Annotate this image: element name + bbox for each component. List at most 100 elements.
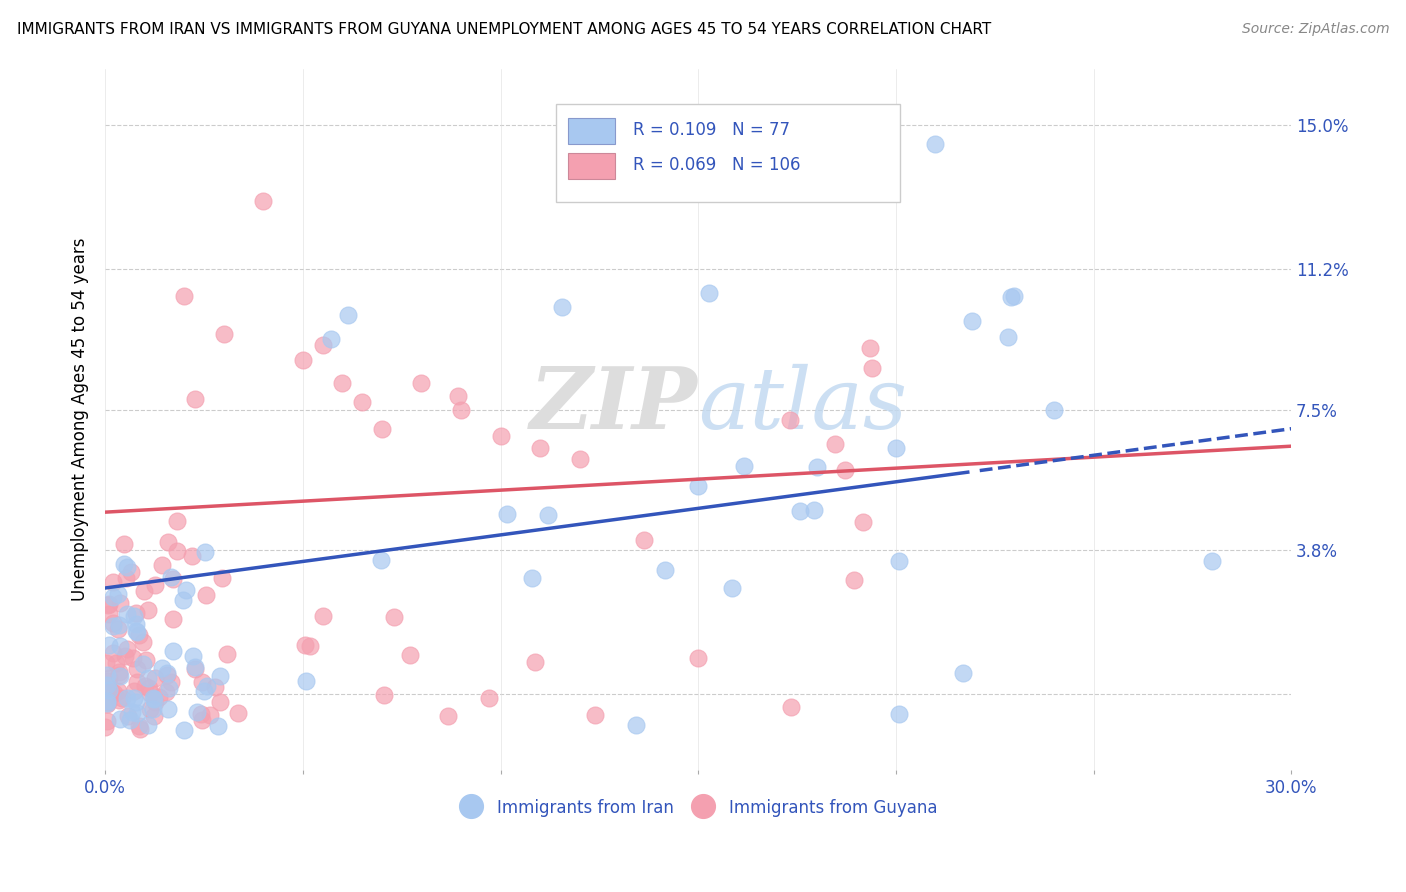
Point (107, 692, 129, 706)
Point (98, 597, 121, 611)
Point (122, 690, 145, 705)
Point (134, 679, 156, 693)
Point (124, 624, 146, 639)
Point (128, 719, 150, 733)
Point (97, 695, 120, 709)
Point (252, 194, 274, 209)
Point (108, 667, 131, 681)
Point (127, 625, 149, 640)
Point (200, 707, 222, 722)
Point (779, 413, 801, 427)
Point (160, 570, 183, 584)
Point (97, 598, 120, 612)
Point (108, 665, 131, 679)
Point (654, 563, 676, 577)
Point (186, 705, 208, 719)
Point (176, 582, 198, 597)
Point (295, 674, 318, 689)
Point (143, 692, 166, 706)
Point (299, 639, 322, 653)
Point (97, 639, 120, 653)
Point (142, 702, 165, 716)
Point (311, 338, 333, 352)
Point (122, 608, 145, 623)
Point (157, 702, 180, 716)
Point (1201, 554, 1223, 568)
Point (139, 686, 162, 700)
Point (217, 647, 239, 661)
Point (183, 648, 205, 663)
Point (166, 544, 188, 558)
Point (159, 674, 181, 689)
Point (112, 558, 135, 572)
Point (125, 662, 148, 676)
Point (132, 634, 155, 648)
Point (96, 694, 118, 708)
Point (721, 581, 744, 595)
Point (688, 478, 710, 492)
Point (207, 719, 229, 733)
Point (114, 649, 136, 664)
Point (101, 590, 124, 604)
Point (337, 308, 360, 322)
Point (551, 301, 574, 315)
Point (568, 452, 591, 467)
Point (125, 706, 148, 720)
Point (94, 721, 117, 735)
Point (803, 503, 825, 517)
Point (184, 662, 207, 676)
Point (371, 422, 394, 436)
Point (143, 709, 166, 723)
Point (962, 314, 984, 328)
Point (697, 286, 720, 301)
Point (157, 681, 180, 695)
Point (103, 686, 125, 700)
Point (107, 586, 129, 600)
Point (155, 685, 177, 699)
Point (103, 646, 125, 660)
Point (190, 674, 212, 689)
Point (842, 573, 865, 587)
Point (118, 713, 141, 727)
Point (688, 651, 710, 665)
Point (382, 609, 405, 624)
Point (101, 575, 124, 590)
Point (150, 558, 173, 573)
Point (952, 666, 974, 681)
Point (190, 714, 212, 728)
Point (1043, 402, 1066, 417)
Point (108, 639, 131, 653)
Point (208, 695, 231, 709)
Point (125, 606, 148, 620)
Point (173, 289, 195, 303)
Point (125, 675, 148, 690)
Point (97, 671, 120, 685)
Point (136, 671, 159, 685)
Point (155, 665, 177, 680)
Point (633, 533, 655, 547)
Point (537, 508, 560, 523)
Point (180, 549, 202, 563)
Point (291, 353, 314, 368)
Point (496, 508, 519, 522)
Point (138, 681, 160, 695)
Point (332, 376, 354, 391)
Point (212, 326, 235, 341)
Point (115, 607, 138, 621)
FancyBboxPatch shape (568, 153, 616, 179)
Point (1004, 289, 1026, 303)
Point (373, 688, 395, 702)
Point (319, 332, 342, 346)
Point (398, 648, 420, 662)
Point (173, 723, 195, 737)
Point (103, 619, 125, 633)
Point (107, 684, 129, 698)
Point (1000, 290, 1022, 304)
Point (887, 554, 910, 568)
Point (136, 718, 159, 732)
Y-axis label: Unemployment Among Ages 45 to 54 years: Unemployment Among Ages 45 to 54 years (72, 237, 89, 601)
Point (859, 341, 882, 355)
Point (226, 706, 249, 721)
Point (209, 669, 232, 683)
FancyBboxPatch shape (568, 118, 616, 145)
